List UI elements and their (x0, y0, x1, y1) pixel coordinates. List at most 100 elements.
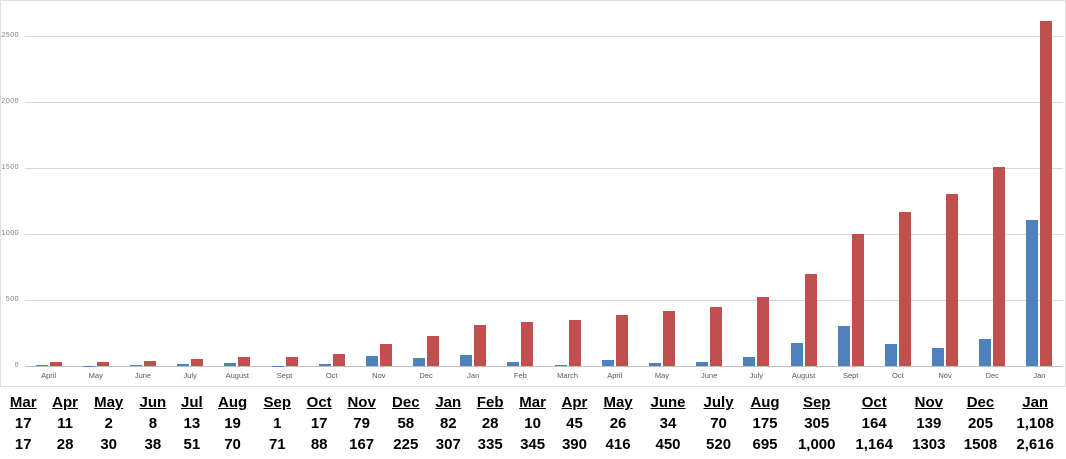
table-value-cell: 1303 (912, 436, 946, 453)
table-header-label: Apr (561, 394, 588, 411)
bar-red-series (427, 336, 440, 366)
table-value-cell: 335 (477, 436, 503, 453)
table-header-label: June (650, 394, 686, 411)
bar-blue-series (224, 363, 237, 366)
table-value-cell: 390 (561, 436, 587, 453)
table-header-cell: July (695, 392, 742, 413)
bar-red-series (49, 362, 62, 366)
table-value-row: 17 11 2 8 13 19 1 17 79 58 82 28 10 45 26 34 70 175 305 164… (2, 413, 1064, 434)
bar-blue-series (177, 364, 190, 366)
table-header-cell: Aug (210, 392, 256, 413)
bar-red-series (851, 234, 864, 366)
table-value-cell: 82 (439, 415, 457, 432)
table-header-label: May (94, 394, 124, 411)
table-value-cell: 28 (56, 436, 74, 453)
table-header-cell: Sep (788, 392, 845, 413)
bar-blue-series (743, 356, 756, 366)
bar-red-series (804, 274, 817, 366)
table-value-cell: 70 (710, 415, 727, 432)
bar-blue-series (979, 338, 992, 366)
table-value-cell: 70 (224, 436, 241, 453)
bar-chart: 0 500 1000 1500 2000 2500 April May June July Augu… (0, 0, 1066, 387)
x-axis-category-label: July (183, 371, 197, 380)
table-header-label: Feb (476, 394, 504, 411)
table-value-cell: 167 (349, 436, 375, 453)
table-header-cell: Oct (845, 392, 902, 413)
x-axis-category-label: March (557, 371, 578, 380)
x-axis-line (25, 366, 1063, 367)
y-axis-tick-label: 1000 (1, 230, 19, 237)
x-axis-category-label: Oct (325, 371, 338, 380)
table-value-cell: 88 (310, 436, 328, 453)
table-header-label: Mar (519, 394, 546, 411)
table-header-cell: Nov (903, 392, 955, 413)
table-header-cell: Feb (469, 392, 511, 413)
bar-blue-series (1026, 219, 1039, 366)
x-axis-category-label: Oct (892, 371, 904, 380)
x-axis-category-label: April (41, 371, 57, 380)
bar-red-series (1040, 20, 1053, 366)
table-header-cell: Jan (428, 392, 469, 413)
y-axis-tick-label: 1500 (1, 164, 19, 171)
table-value-cell: 139 (916, 415, 942, 432)
bar-red-series (615, 314, 628, 366)
bar-red-series (379, 343, 392, 366)
bar-red-series (946, 194, 959, 366)
table-value-cell: 51 (183, 436, 201, 453)
bar-red-series (143, 360, 156, 366)
bar-blue-series (932, 347, 945, 366)
table-value-cell: 13 (183, 415, 201, 432)
bar-blue-series (365, 355, 378, 366)
table-value-cell: 2 (104, 415, 113, 432)
table-header-label: Oct (306, 394, 332, 411)
table-header-cell: May (595, 392, 641, 413)
bar-blue-series (413, 358, 426, 366)
table-value-cell: 2,616 (1016, 436, 1054, 453)
table-value-cell: 1,164 (855, 436, 893, 453)
table-value-cell: 225 (393, 436, 419, 453)
table-value-cell: 695 (752, 436, 778, 453)
x-axis-category-label: August (225, 371, 249, 380)
table-value-cell: 1508 (963, 436, 998, 453)
bar-red-series (993, 166, 1006, 366)
bar-red-series (285, 356, 298, 366)
table-header-label: Jun (139, 394, 167, 411)
x-axis-category-label: Feb (513, 371, 527, 380)
table-header-cell: Jul (174, 392, 210, 413)
table-value-cell: 205 (967, 415, 993, 432)
table-header-cell: Jun (132, 392, 174, 413)
table-value-cell: 45 (566, 415, 583, 432)
table-header-label: Dec (392, 394, 420, 411)
table-header-label: May (603, 394, 633, 411)
x-axis-category-label: July (749, 371, 763, 380)
bar-blue-series (554, 364, 567, 366)
bar-red-series (474, 325, 487, 366)
x-axis-category-label: May (88, 371, 103, 380)
x-axis-category-label: June (134, 371, 152, 380)
x-axis-category-label: Sept (276, 371, 293, 380)
table-value-cell: 520 (706, 436, 732, 453)
x-axis-category-label: Jan (467, 371, 480, 380)
table-header-label: Jan (1022, 394, 1049, 411)
table-value-cell: 11 (57, 415, 74, 432)
x-axis-category-label: August (791, 371, 816, 380)
bar-red-series (568, 320, 581, 366)
bar-blue-series (884, 344, 897, 366)
x-axis-category-label: Nov (372, 371, 386, 380)
table-value-cell: 34 (659, 415, 677, 432)
table-value-cell: 305 (804, 415, 830, 432)
bar-blue-series (129, 364, 142, 366)
table-value-cell: 164 (861, 415, 887, 432)
table-header-label: Aug (217, 394, 248, 411)
x-axis-category-label: Dec (419, 371, 433, 380)
table-header-cell: May (86, 392, 132, 413)
table-value-cell: 58 (397, 415, 415, 432)
table-value-cell: 8 (148, 415, 158, 432)
table-header-cell: Apr (554, 392, 595, 413)
table-value-cell: 71 (268, 436, 286, 453)
table-value-cell: 17 (14, 436, 32, 453)
bar-blue-series (648, 362, 661, 366)
x-axis-category-label: Sept (842, 371, 859, 380)
table-header-cell: Dec (384, 392, 428, 413)
